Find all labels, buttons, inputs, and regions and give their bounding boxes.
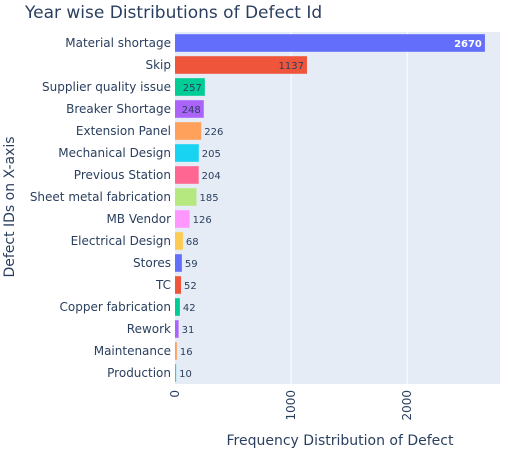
bar	[175, 364, 177, 382]
bar-value-label: 52	[184, 281, 197, 292]
y-tick-label: TC	[155, 278, 171, 292]
bar-value-label: 1137	[279, 61, 304, 72]
bar	[175, 100, 204, 118]
bar	[175, 342, 177, 360]
bar	[175, 210, 190, 228]
y-tick-label: Electrical Design	[71, 234, 171, 248]
bar-value-label: 248	[182, 105, 201, 116]
y-axis-title: Defect IDs on X-axis	[2, 136, 18, 277]
y-tick-label: Breaker Shortage	[66, 102, 171, 116]
y-tick-label: Mechanical Design	[58, 146, 171, 160]
bar-value-label: 10	[179, 369, 192, 380]
x-axis-title: Frequency Distribution of Defect	[227, 433, 454, 449]
bar	[175, 78, 205, 96]
bar	[175, 34, 485, 52]
y-tick-label: Copper fabrication	[60, 300, 172, 314]
y-tick-label: Extension Panel	[76, 124, 171, 138]
bar	[175, 166, 199, 184]
y-tick-label: Previous Station	[74, 168, 171, 182]
bar-value-label: 185	[199, 193, 218, 204]
y-tick-label: Stores	[133, 256, 171, 270]
plot-background	[175, 32, 500, 384]
bar-value-label: 204	[202, 171, 221, 182]
y-tick-label: Production	[107, 366, 171, 380]
bar	[175, 298, 180, 316]
y-tick-label: Skip	[145, 58, 171, 72]
bar	[175, 276, 182, 294]
bar	[175, 320, 179, 338]
x-tick-label: 0	[168, 390, 182, 398]
y-tick-label: Supplier quality issue	[42, 80, 171, 94]
bar-value-label: 59	[185, 259, 198, 270]
bar-value-label: 16	[180, 347, 193, 358]
bar-value-label: 31	[182, 325, 195, 336]
bar-value-label: 2670	[454, 39, 482, 50]
y-tick-label: Sheet metal fabrication	[30, 190, 171, 204]
y-tick-label: MB Vendor	[106, 212, 171, 226]
bar	[175, 144, 199, 162]
bar	[175, 254, 182, 272]
y-tick-label: Material shortage	[65, 36, 171, 50]
bar-value-label: 42	[183, 303, 196, 314]
bar-value-label: 68	[186, 237, 199, 248]
chart-title: Year wise Distributions of Defect Id	[24, 3, 322, 23]
bar-value-label: 226	[204, 127, 223, 138]
bar-value-label: 126	[193, 215, 212, 226]
x-tick-label: 1000	[284, 390, 298, 421]
plot-area: 0 1000 2000 Material shortage 2670 Skip 1137 Su…	[30, 32, 500, 421]
bar	[175, 56, 307, 74]
bar	[175, 188, 197, 206]
x-tick-label: 2000	[400, 390, 414, 421]
bar-value-label: 257	[183, 83, 202, 94]
y-tick-label: Rework	[127, 322, 171, 336]
bar	[175, 122, 202, 140]
bar-value-label: 205	[202, 149, 221, 160]
y-tick-label: Maintenance	[94, 344, 171, 358]
bar	[175, 232, 183, 250]
